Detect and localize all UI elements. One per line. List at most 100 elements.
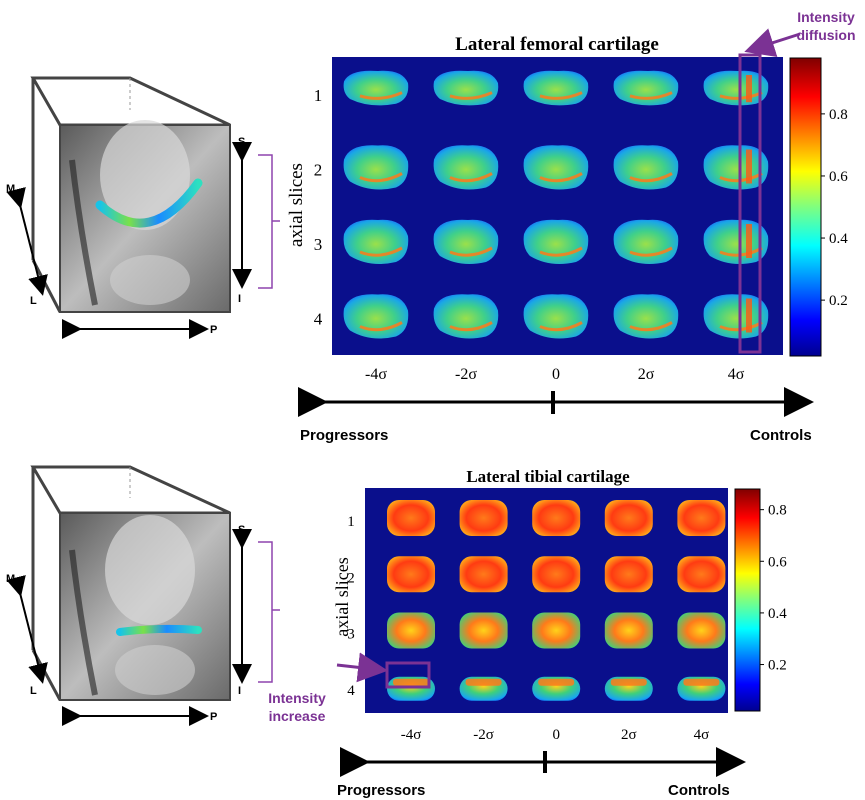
top-controls-label: Controls [750,427,812,444]
femoral-thumbnail [433,70,499,106]
top-label-m: M [6,183,15,195]
femoral-thumbnail [343,145,409,190]
column-label: -4σ [365,366,387,383]
femoral-slice-shape [523,294,589,339]
top-label-a: A [62,324,70,336]
femoral-slice-highlight [629,246,673,257]
top-box-edge [31,259,62,313]
femoral-slice-highlight [359,321,403,332]
tibial-slice-shape [604,612,653,649]
top-femoral-cartilage-overlay [95,178,203,228]
top-tibia-shape [110,255,190,305]
bottom-soft-tissue [69,549,98,696]
femoral-thumbnail [523,219,589,264]
femoral-thumbnail [613,294,679,339]
femoral-thumbnail [343,70,409,106]
bottom-colorbar [734,488,761,712]
bottom-title: Lateral tibial cartilage [466,467,630,486]
femoral-slice-shape [343,294,409,339]
bottom-box-top-face [30,465,231,515]
bottom-label-a: A [62,711,70,723]
colorbar-tick-label: 0.8 [829,107,848,123]
tibial-thumbnail [459,556,508,593]
tibial-slice-shape [532,500,581,536]
tibial-slice-highlight [393,678,429,686]
top-soft-tissue [69,159,98,306]
tibial-thumbnail [532,500,581,536]
top-annotation-line2: diffusion [796,27,855,43]
tibial-slice-shape [604,500,653,536]
top-annotation-line1: Intensity [797,9,855,25]
tibial-slice-highlight [683,678,720,686]
femoral-slice-shape [433,294,499,339]
top-label-p: P [210,324,217,336]
top-knee-illustration: S I M L A P [6,76,280,339]
femoral-diffusion-band [746,149,752,184]
tibial-slice-shape [459,500,508,536]
femoral-slice-shape [343,145,409,190]
femoral-slice-shape [523,70,589,106]
femoral-slice-highlight [539,91,583,100]
bottom-progressors-label: Progressors [337,782,425,799]
bottom-row-labels: 1 2 3 4 [347,514,355,699]
top-heatmap-grid [343,70,769,339]
femoral-slice-shape [523,145,589,190]
top-ml-arrow [6,187,48,296]
femoral-slice-shape [433,70,499,106]
tibial-thumbnail [387,676,435,701]
column-label: -2σ [455,366,477,383]
tibial-slice-shape [532,556,581,593]
tibial-thumbnail [459,676,508,701]
tibial-slice-shape [387,612,435,649]
top-bracket [258,154,280,289]
column-label: -4σ [401,727,422,743]
row-label: 4 [314,310,323,329]
row-label: 4 [347,683,355,699]
bottom-label-p: P [210,711,217,723]
row-label: 1 [314,86,323,105]
bottom-bracket [258,541,280,683]
femoral-slice-shape [343,219,409,264]
femoral-slice-highlight [449,91,493,100]
tibial-thumbnail [604,676,653,701]
tibial-slice-highlight [538,678,575,686]
femoral-thumbnail [523,294,589,339]
bottom-knee-illustration: S I M L A P [6,465,280,726]
tibial-slice-shape [459,612,508,649]
femoral-slice-shape [613,294,679,339]
femoral-diffusion-band [746,75,752,103]
colorbar-tick-label: 0.6 [768,554,787,570]
top-column-labels: -4σ -2σ 0 2σ 4σ [365,366,745,383]
femoral-slice-highlight [449,246,493,257]
femoral-slice-highlight [539,172,583,183]
bottom-annotation-line1: Intensity [268,690,326,706]
tibial-thumbnail [677,556,726,593]
femoral-thumbnail [433,219,499,264]
femoral-thumbnail [523,145,589,190]
femoral-slice-shape [613,145,679,190]
top-progressors-label: Progressors [300,427,388,444]
row-label: 3 [347,627,355,643]
tibial-thumbnail [604,556,653,593]
top-colorbar-ticks: 0.8 0.6 0.4 0.2 [821,107,848,309]
femoral-thumbnail [523,70,589,106]
femoral-slice-highlight [359,246,403,257]
bottom-label-s: S [238,524,245,536]
bottom-annotation-arrow [336,652,388,683]
femoral-slice-highlight [629,91,673,100]
tibial-slice-shape [677,500,726,536]
femoral-slice-highlight [629,172,673,183]
tibial-thumbnail [677,676,726,701]
femoral-slice-shape [613,70,679,106]
colorbar-tick-label: 0.6 [829,169,848,185]
row-label: 3 [314,235,323,254]
column-label: 2σ [638,366,655,383]
tibial-slice-highlight [610,678,647,686]
bottom-ml-arrow [6,575,48,684]
tibial-thumbnail [459,612,508,649]
row-label: 2 [347,570,355,586]
femoral-thumbnail [613,70,679,106]
femoral-thumbnail [613,145,679,190]
row-label: 1 [347,514,355,530]
